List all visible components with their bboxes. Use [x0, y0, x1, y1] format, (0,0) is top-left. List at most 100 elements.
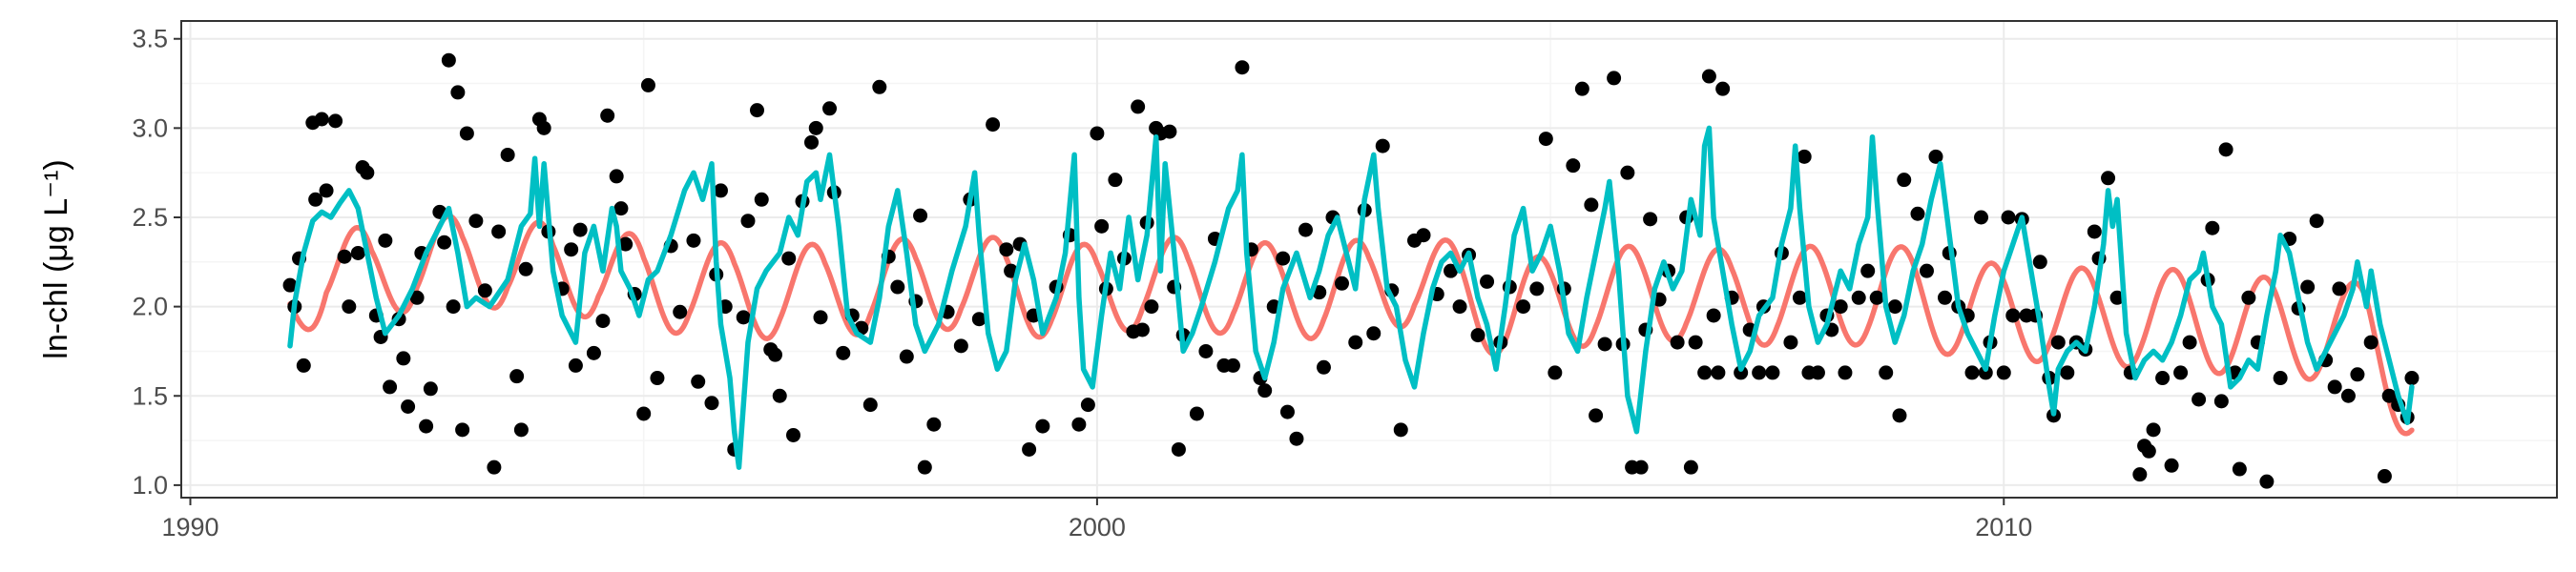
observation-point [2259, 474, 2275, 489]
panel-border [180, 20, 2558, 499]
observation-point [513, 422, 529, 438]
observation-point [2155, 371, 2171, 386]
observation-point [1071, 417, 1087, 432]
observation-point [1597, 337, 1612, 352]
observation-point [1316, 359, 1331, 375]
observation-point [1516, 299, 1531, 315]
observation-point [2005, 308, 2021, 323]
observation-point [1919, 263, 1934, 278]
observation-point [1334, 276, 1349, 291]
observation-point [754, 192, 769, 207]
observation-point [1783, 335, 1798, 350]
observation-point [1701, 69, 1716, 84]
observation-point [986, 117, 1001, 133]
x-tick-label: 2000 [1069, 513, 1126, 541]
observation-point [2232, 461, 2247, 477]
observation-point [1765, 365, 1780, 380]
observation-point [613, 201, 629, 216]
observation-point [772, 388, 787, 403]
observation-point [1964, 365, 1980, 380]
observation-point [953, 338, 968, 354]
observation-point [518, 261, 533, 276]
observation-point [1108, 173, 1123, 188]
observation-point [1348, 335, 1363, 350]
observation-point [1833, 299, 1848, 315]
observation-point [536, 120, 551, 135]
observation-point [2001, 210, 2016, 225]
observation-point [1860, 263, 1876, 278]
observation-point [1670, 335, 1685, 350]
observation-point [1910, 206, 1925, 221]
x-axis: 1990 2000 2010 [161, 498, 2032, 541]
observation-point [1189, 406, 1204, 421]
observation-point [1080, 398, 1095, 413]
observation-point [2377, 469, 2392, 484]
observation-point [1131, 99, 1146, 114]
observation-point [455, 422, 470, 438]
observation-point [1276, 251, 1291, 266]
observation-point [1589, 408, 1604, 423]
observation-point [477, 283, 492, 298]
observation-point [487, 460, 502, 475]
observation-point [1298, 222, 1313, 237]
observation-point [2273, 371, 2288, 386]
observation-point [419, 419, 434, 434]
observation-point [1928, 149, 1943, 164]
observation-point [1706, 308, 1721, 323]
observation-point [1529, 281, 1545, 296]
observation-point [862, 398, 878, 413]
observation-point [568, 358, 583, 373]
observation-point [1974, 210, 1989, 225]
observation-point [491, 224, 507, 239]
observation-point [2350, 367, 2365, 382]
observation-point [509, 369, 525, 384]
observation-point [1797, 149, 1812, 164]
observation-point [1838, 365, 1853, 380]
observation-point [1574, 81, 1589, 96]
observation-point [2087, 224, 2102, 239]
observation-point [595, 314, 611, 329]
smooth-line-series [287, 213, 2415, 437]
y-tick-label: 1.0 [132, 471, 168, 500]
observation-point [2241, 290, 2256, 305]
observation-point [2218, 142, 2233, 157]
observation-point [736, 310, 751, 325]
observation-point [1810, 365, 1825, 380]
observation-point [1375, 138, 1390, 153]
observation-point [1538, 132, 1553, 147]
observation-point [1366, 326, 1381, 341]
observation-point [1162, 124, 1177, 139]
observation-point [609, 169, 624, 184]
observation-point [913, 208, 928, 223]
observation-point [564, 242, 579, 257]
observation-point [1688, 335, 1703, 350]
observation-point [2300, 279, 2316, 295]
observation-point [1978, 365, 1993, 380]
observation-point [917, 460, 932, 475]
observation-point [423, 381, 438, 397]
observation-point [1851, 290, 1866, 305]
observation-point [328, 113, 343, 129]
observation-point [1416, 228, 1431, 243]
observation-point [396, 351, 411, 366]
observation-point [446, 299, 461, 315]
observation-point [899, 349, 914, 364]
observation-point [2340, 388, 2356, 403]
observation-point [2381, 388, 2397, 403]
observation-point [813, 310, 828, 325]
observation-point [836, 345, 851, 360]
observation-point [2132, 467, 2148, 482]
observation-point [1225, 358, 1240, 373]
x-tick-label: 2010 [1975, 513, 2032, 541]
x-tick-label: 1990 [161, 513, 218, 541]
observation-point [971, 312, 987, 327]
y-tick-label: 3.5 [132, 25, 168, 53]
observation-point [2205, 220, 2220, 235]
observation-point [1607, 71, 1622, 86]
observation-point [1566, 158, 1581, 174]
observation-point [1752, 365, 1767, 380]
observation-point [1171, 441, 1186, 457]
y-axis: 1.0 1.5 2.0 2.5 3.0 3.5 [132, 25, 181, 500]
observation-point [768, 347, 782, 362]
